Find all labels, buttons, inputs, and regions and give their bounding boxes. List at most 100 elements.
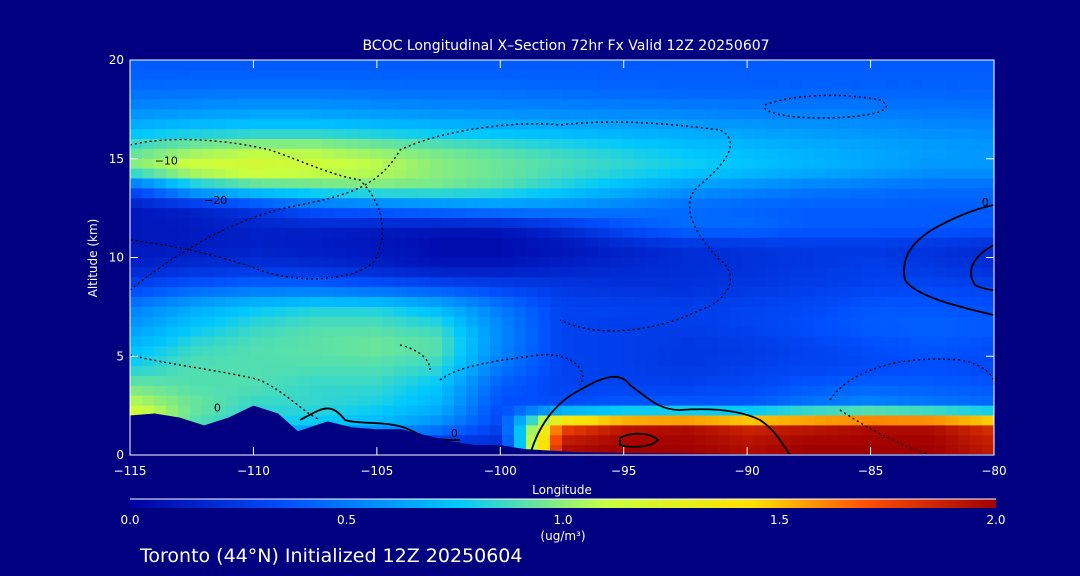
heatmap-cell — [478, 385, 491, 397]
heatmap-cell — [754, 326, 767, 338]
heatmap-cell — [226, 297, 239, 308]
heatmap-cell — [286, 208, 299, 219]
heatmap-cell — [298, 297, 311, 308]
heatmap-cell — [262, 208, 275, 219]
heatmap-cell — [754, 237, 767, 249]
heatmap-cell — [922, 188, 935, 199]
heatmap-cell — [946, 336, 959, 347]
heatmap-cell — [550, 247, 563, 259]
heatmap-cell — [598, 148, 611, 160]
heatmap-cell — [910, 60, 923, 71]
heatmap-cell — [562, 218, 575, 229]
heatmap-cell — [250, 79, 263, 91]
heatmap-cell — [670, 306, 683, 318]
heatmap-cell — [262, 336, 275, 347]
y-tick-label: 20 — [109, 53, 124, 67]
heatmap-cell — [574, 356, 587, 367]
heatmap-cell — [670, 277, 683, 288]
heatmap-cell — [202, 356, 215, 367]
heatmap-cell — [430, 277, 443, 288]
heatmap-cell — [766, 326, 779, 338]
heatmap-cell — [394, 129, 407, 140]
heatmap-cell — [838, 287, 851, 298]
heatmap-cell — [358, 376, 371, 387]
heatmap-cell — [550, 208, 563, 219]
heatmap-cell — [478, 425, 491, 436]
heatmap-cell — [730, 208, 743, 219]
heatmap-cell — [850, 445, 863, 455]
heatmap-cell — [886, 79, 899, 91]
heatmap-cell — [166, 208, 179, 219]
heatmap-cell — [202, 227, 215, 239]
heatmap-cell — [970, 139, 983, 150]
heatmap-cell — [946, 425, 959, 436]
heatmap-cell — [442, 356, 455, 367]
heatmap-cell — [934, 99, 947, 110]
heatmap-cell — [142, 208, 155, 219]
heatmap-cell — [262, 277, 275, 288]
heatmap-cell — [550, 119, 563, 130]
heatmap-cell — [406, 326, 419, 338]
heatmap-cell — [562, 198, 575, 209]
heatmap-cell — [478, 326, 491, 338]
heatmap-cell — [226, 257, 239, 268]
heatmap-cell — [442, 415, 455, 426]
heatmap-cell — [718, 60, 731, 71]
heatmap-cell — [166, 287, 179, 298]
heatmap-cell — [730, 109, 743, 120]
heatmap-cell — [202, 89, 215, 101]
heatmap-cell — [910, 79, 923, 91]
heatmap-cell — [742, 445, 755, 455]
heatmap-cell — [802, 119, 815, 130]
heatmap-cell — [190, 158, 203, 170]
heatmap-cell — [214, 158, 227, 170]
heatmap-cell — [850, 69, 863, 81]
heatmap-cell — [418, 208, 431, 219]
heatmap-cell — [226, 129, 239, 140]
heatmap-cell — [838, 109, 851, 120]
heatmap-cell — [226, 218, 239, 229]
heatmap-cell — [346, 69, 359, 81]
heatmap-cell — [970, 218, 983, 229]
heatmap-cell — [142, 218, 155, 229]
heatmap-cell — [382, 89, 395, 101]
heatmap-cell — [190, 366, 203, 377]
heatmap-cell — [718, 395, 731, 407]
heatmap-cell — [178, 178, 191, 189]
heatmap-cell — [634, 208, 647, 219]
heatmap-cell — [598, 237, 611, 249]
heatmap-cell — [586, 109, 599, 120]
heatmap-cell — [898, 89, 911, 101]
heatmap-cell — [934, 60, 947, 71]
heatmap-cell — [274, 277, 287, 288]
heatmap-cell — [502, 297, 515, 308]
heatmap-cell — [958, 376, 971, 387]
heatmap-cell — [682, 435, 695, 446]
heatmap-cell — [802, 109, 815, 120]
heatmap-cell — [838, 218, 851, 229]
heatmap-cell — [526, 385, 539, 397]
heatmap-cell — [874, 425, 887, 436]
heatmap-cell — [514, 218, 527, 229]
heatmap-cell — [286, 316, 299, 328]
heatmap-cell — [754, 405, 767, 417]
heatmap-cell — [250, 119, 263, 130]
heatmap-cell — [946, 208, 959, 219]
heatmap-cell — [334, 139, 347, 150]
heatmap-cell — [538, 257, 551, 268]
heatmap-cell — [454, 69, 467, 81]
heatmap-cell — [526, 119, 539, 130]
heatmap-cell — [322, 356, 335, 367]
heatmap-cell — [850, 109, 863, 120]
heatmap-cell — [694, 198, 707, 209]
heatmap-cell — [202, 247, 215, 259]
heatmap-cell — [646, 178, 659, 189]
heatmap-cell — [298, 376, 311, 387]
heatmap-cell — [430, 60, 443, 71]
heatmap-cell — [274, 405, 287, 417]
heatmap-cell — [514, 395, 527, 407]
heatmap-cell — [382, 395, 395, 407]
heatmap-cell — [454, 129, 467, 140]
heatmap-cell — [658, 356, 671, 367]
heatmap-cell — [586, 188, 599, 199]
